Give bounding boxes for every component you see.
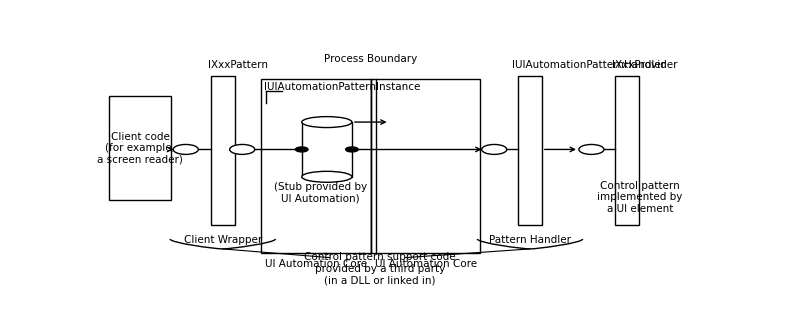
Text: Control pattern support code
provided by a third party
(in a DLL or linked in): Control pattern support code provided by… xyxy=(304,252,456,286)
Bar xyxy=(108,96,172,200)
Text: IUIAutomationPatternInstance: IUIAutomationPatternInstance xyxy=(264,82,421,92)
Bar xyxy=(261,78,371,253)
Circle shape xyxy=(173,144,198,154)
Text: Client code
(for example,
a screen reader): Client code (for example, a screen reade… xyxy=(97,131,183,165)
Bar xyxy=(302,122,352,177)
Ellipse shape xyxy=(302,117,352,128)
Ellipse shape xyxy=(302,171,352,182)
Text: IXxxPattern: IXxxPattern xyxy=(208,60,268,70)
Text: UI Automation Core: UI Automation Core xyxy=(375,259,477,269)
Text: (Stub provided by
UI Automation): (Stub provided by UI Automation) xyxy=(274,182,367,203)
Text: Process Boundary: Process Boundary xyxy=(324,54,417,64)
Bar xyxy=(371,78,481,253)
Text: IUIAutomationPatternHandler: IUIAutomationPatternHandler xyxy=(512,60,665,70)
Circle shape xyxy=(345,147,358,152)
Circle shape xyxy=(295,147,308,152)
Text: Pattern Handler: Pattern Handler xyxy=(489,235,571,245)
Bar xyxy=(615,76,639,225)
Text: Control pattern
implemented by
a UI element: Control pattern implemented by a UI elem… xyxy=(597,181,682,214)
Text: Client Wrapper: Client Wrapper xyxy=(184,235,262,245)
Bar xyxy=(211,76,235,225)
Circle shape xyxy=(579,144,604,154)
Circle shape xyxy=(230,144,255,154)
Text: UI Automation Core: UI Automation Core xyxy=(265,259,367,269)
Bar xyxy=(518,76,542,225)
Circle shape xyxy=(481,144,506,154)
Text: IXxxProvider: IXxxProvider xyxy=(612,60,678,70)
